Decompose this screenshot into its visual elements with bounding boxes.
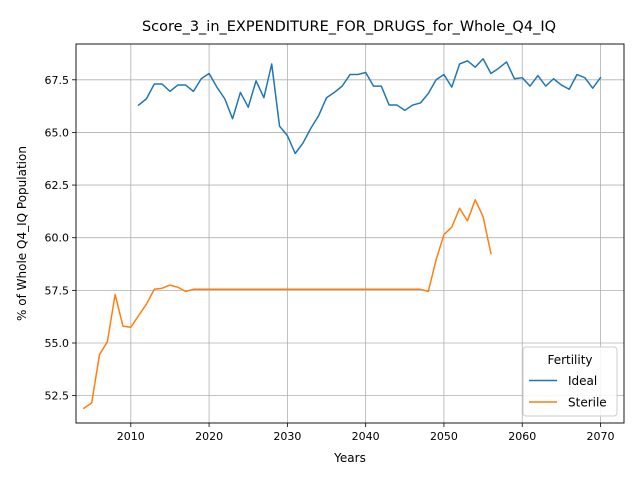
- x-tick-label: 2060: [508, 430, 536, 443]
- y-axis-label: % of Whole Q4_IQ Population: [15, 146, 29, 321]
- series-line-ideal: [137, 57, 602, 155]
- x-axis-label: Years: [333, 451, 366, 465]
- y-tick-label: 57.5: [45, 284, 70, 297]
- x-tick-label: 2040: [352, 430, 380, 443]
- chart-title: Score_3_in_EXPENDITURE_FOR_DRUGS_for_Who…: [142, 19, 556, 35]
- legend-label-sterile: Sterile: [568, 396, 607, 410]
- axis-ticks: 2010 2020 2030 2040 2050 2060 2070 52.5 55.0 57.5…: [45, 74, 615, 443]
- x-tick-label: 2050: [430, 430, 458, 443]
- series-line-sterile: [82, 199, 492, 410]
- legend-label-ideal: Ideal: [568, 374, 597, 388]
- legend-title: Fertility: [547, 353, 592, 367]
- grid-lines: [76, 44, 624, 423]
- plot-frame: [75, 43, 625, 424]
- series-lines: [82, 57, 602, 410]
- y-tick-label: 62.5: [45, 179, 70, 192]
- y-tick-label: 55.0: [45, 337, 70, 350]
- x-tick-label: 2070: [587, 430, 615, 443]
- legend-box: [522, 346, 618, 417]
- y-tick-label: 65.0: [45, 126, 70, 139]
- legend: Fertility Ideal Sterile: [522, 346, 618, 417]
- x-tick-label: 2020: [195, 430, 223, 443]
- y-tick-label: 52.5: [45, 390, 70, 403]
- x-tick-label: 2010: [117, 430, 145, 443]
- x-tick-label: 2030: [273, 430, 301, 443]
- y-tick-label: 67.5: [45, 74, 70, 87]
- y-tick-label: 60.0: [45, 232, 70, 245]
